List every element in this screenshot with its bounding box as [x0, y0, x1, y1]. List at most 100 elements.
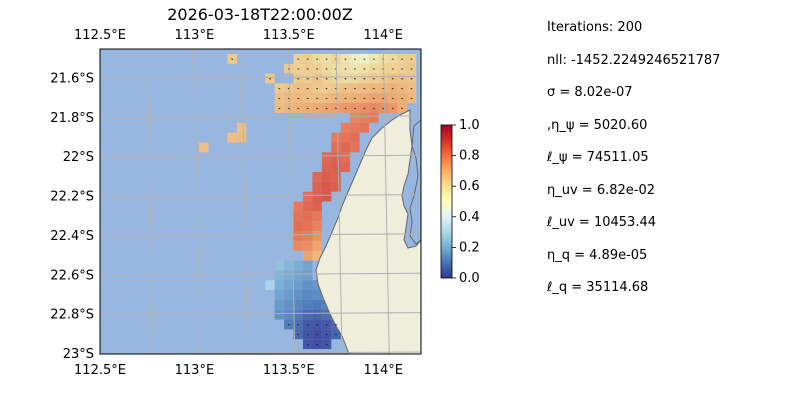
heatmap-cell: [284, 270, 294, 281]
current-vector: [325, 107, 328, 110]
heatmap-cell: [284, 260, 294, 271]
heatmap-cell: [227, 132, 237, 143]
heatmap-cell: [274, 260, 285, 271]
current-vector: [363, 87, 366, 90]
heatmap-cell: [293, 240, 303, 251]
gridline-parallel: [100, 76, 421, 80]
current-vector: [353, 87, 356, 90]
map-frame: [99, 48, 422, 355]
current-vector: [316, 58, 319, 60]
current-vector: [325, 343, 328, 346]
current-vector: [316, 107, 319, 110]
heatmap-cell: [274, 299, 285, 310]
current-vector: [297, 333, 300, 336]
current-vector: [306, 333, 309, 336]
heatmap-cell: [312, 181, 322, 192]
current-vector: [316, 97, 319, 100]
gridline-meridian: [146, 49, 154, 354]
current-vector: [335, 324, 338, 326]
heatmap-cell: [312, 171, 322, 182]
gridline-parallel: [100, 312, 421, 316]
current-vector: [401, 78, 404, 80]
heatmap-cell: [274, 309, 285, 320]
heatmap-cell: [359, 122, 370, 133]
heatmap-cell: [350, 122, 360, 133]
heatmap-cell: [331, 142, 341, 153]
stat-line: η_q = 4.89e-05: [547, 247, 648, 263]
current-vector: [401, 87, 404, 90]
heatmap-cell: [265, 280, 275, 291]
current-vector: [353, 58, 356, 60]
current-vector: [391, 87, 394, 90]
heatmap-cell: [369, 112, 379, 123]
stat-line: ,η_ψ = 5020.60: [547, 117, 648, 133]
heatmap-cell: [321, 162, 332, 172]
heatmap-cell: [321, 191, 332, 202]
stat-line: Iterations: 200: [547, 20, 643, 35]
current-vector: [363, 97, 366, 100]
current-vector: [325, 97, 328, 100]
heatmap-cell: [321, 309, 332, 320]
current-vector: [344, 87, 347, 90]
current-vector: [335, 333, 338, 336]
current-vector: [335, 107, 338, 110]
current-vector: [306, 68, 309, 70]
heatmap-cell: [312, 191, 322, 202]
colorbar-tick-label: 1.0: [459, 118, 480, 133]
heatmap-cell: [274, 270, 285, 281]
current-vector: [306, 58, 309, 60]
current-vector: [325, 68, 328, 70]
current-vector: [363, 68, 366, 70]
heatmap-cell: [340, 142, 351, 153]
current-vector: [297, 324, 300, 326]
heatmap-cell: [340, 152, 351, 163]
current-vector: [316, 324, 319, 326]
current-vector: [297, 97, 300, 100]
heatmap-cell: [350, 132, 360, 143]
heatmap-cell: [284, 309, 294, 320]
colorbar-tick-label: 0.8: [459, 149, 480, 164]
current-vector: [372, 97, 375, 100]
x-tick-label-top: 113.5°E: [263, 28, 315, 43]
tick-labels: 112.5°E 112.5°E 113°E 113°E 113.5°E 113.5°E 11…: [50, 28, 403, 378]
current-vector: [316, 68, 319, 70]
current-vector: [297, 58, 300, 60]
heatmap-cell: [284, 290, 294, 300]
current-vector: [287, 324, 290, 326]
y-tick-label: 21.8°S: [50, 111, 94, 126]
stat-line: η_uv = 6.82e-02: [547, 182, 656, 198]
current-vector: [391, 68, 394, 70]
current-vector: [410, 58, 413, 60]
heatmap-cell: [340, 122, 351, 133]
current-vector: [306, 87, 309, 90]
chart-title: 2026-03-18T22:00:00Z: [167, 5, 353, 24]
current-vector: [372, 107, 375, 110]
heatmap-cell: [293, 280, 303, 291]
heatmap-cell: [302, 250, 313, 261]
current-vector: [344, 68, 347, 70]
current-vector: [325, 78, 328, 80]
current-vector: [325, 58, 328, 60]
current-vector: [410, 78, 413, 80]
current-vector: [325, 87, 328, 90]
heatmap-cell: [312, 309, 322, 320]
heatmap-cell: [284, 299, 294, 310]
current-vector: [268, 78, 271, 80]
heatmap-cell: [293, 201, 303, 212]
heatmap-cell: [350, 112, 360, 123]
heatmap-cell: [274, 280, 285, 291]
current-vector: [372, 78, 375, 80]
current-vector: [306, 107, 309, 110]
heatmap-cell: [302, 290, 313, 300]
heatmap-cell: [293, 211, 303, 222]
gridline-parallel: [100, 194, 421, 198]
heatmap-cell: [331, 181, 341, 192]
current-vector: [231, 58, 234, 60]
heatmap-cell: [293, 221, 303, 232]
current-vector: [278, 87, 281, 90]
colorbar: [440, 124, 453, 279]
current-vector: [306, 324, 309, 326]
y-tick-label: 21.6°S: [50, 72, 94, 87]
current-vector: [297, 87, 300, 90]
heatmap-cell: [321, 181, 332, 192]
